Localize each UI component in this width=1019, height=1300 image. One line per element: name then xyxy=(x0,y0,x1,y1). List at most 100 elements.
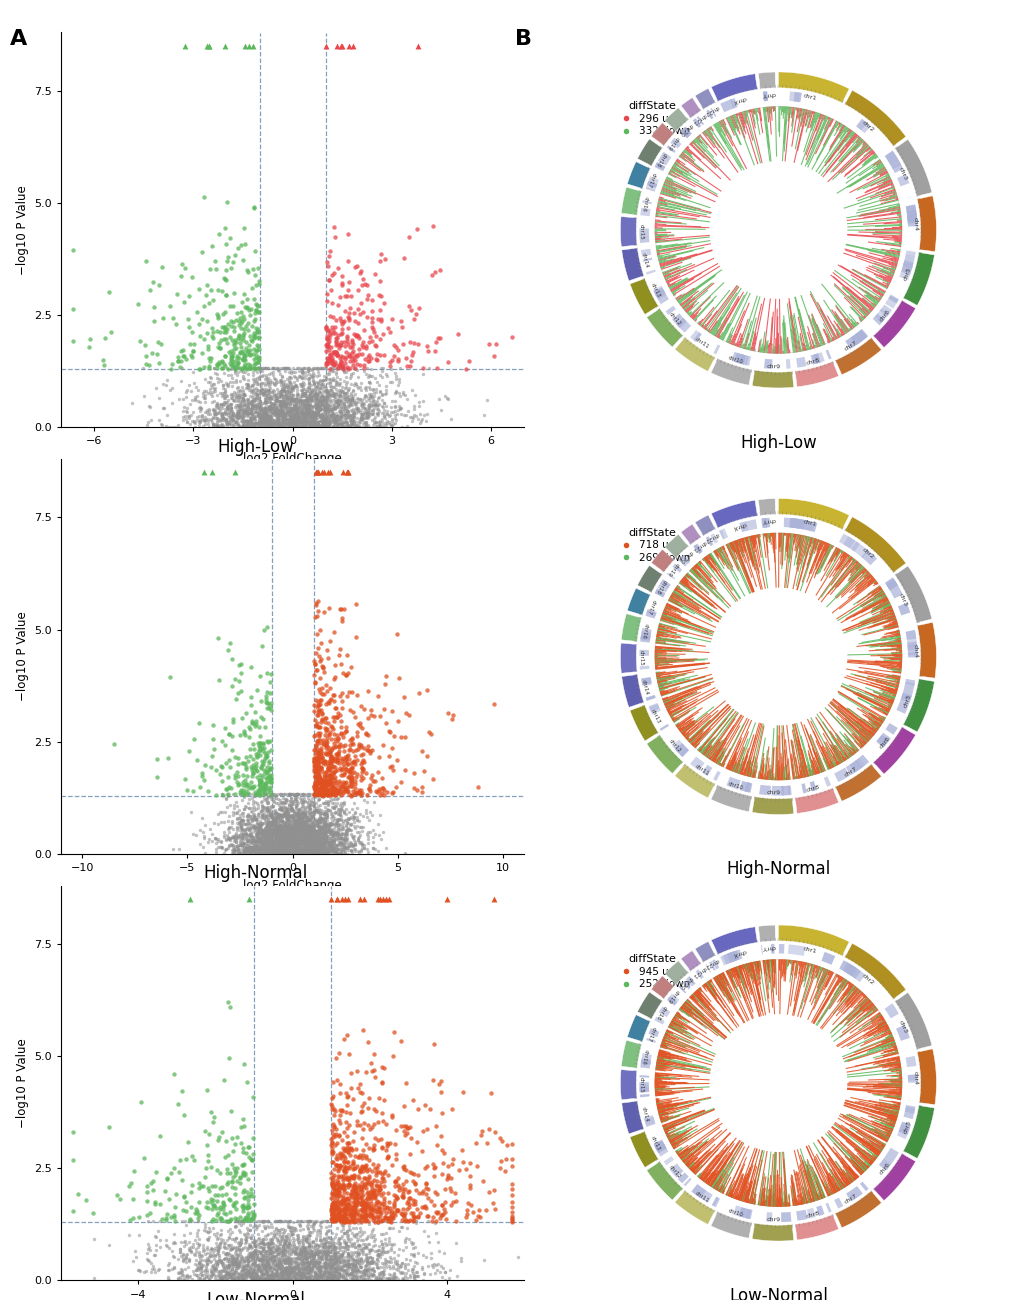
Point xyxy=(372,329,388,350)
Polygon shape xyxy=(681,98,700,118)
Point xyxy=(305,829,321,850)
Point xyxy=(328,1245,344,1266)
Point xyxy=(333,826,350,846)
Point xyxy=(288,816,305,837)
Point xyxy=(370,1257,386,1278)
Point xyxy=(324,1249,340,1270)
Point xyxy=(321,837,337,858)
Point xyxy=(353,1248,369,1269)
Point xyxy=(272,1269,288,1290)
Point xyxy=(310,838,326,859)
Point xyxy=(219,399,235,420)
Point xyxy=(345,838,362,859)
Point xyxy=(372,1210,388,1231)
Point xyxy=(318,829,334,850)
Point xyxy=(302,1225,318,1245)
Point xyxy=(368,416,384,437)
Point xyxy=(242,358,258,378)
Point xyxy=(316,412,332,433)
Point xyxy=(360,1258,376,1279)
Point xyxy=(340,389,357,410)
Point xyxy=(234,368,251,389)
Point xyxy=(259,387,275,408)
Point xyxy=(185,334,202,355)
Point xyxy=(276,376,292,396)
Point xyxy=(150,387,166,408)
Point xyxy=(172,265,189,286)
Point xyxy=(333,322,350,343)
Point xyxy=(302,798,318,819)
Point xyxy=(298,1262,314,1283)
Point xyxy=(301,1210,317,1231)
Polygon shape xyxy=(710,500,757,528)
Point xyxy=(315,815,331,836)
Point xyxy=(327,841,343,862)
Text: chr11: chr11 xyxy=(694,337,710,350)
Point xyxy=(302,389,318,410)
Point xyxy=(210,1251,226,1271)
Point xyxy=(355,789,371,810)
Point xyxy=(196,410,212,430)
Point xyxy=(325,762,341,783)
Point xyxy=(256,404,272,425)
Point xyxy=(280,835,297,855)
Point xyxy=(310,755,326,776)
Point xyxy=(381,1134,397,1154)
Point xyxy=(310,747,326,768)
Point xyxy=(229,1268,246,1288)
Point xyxy=(209,803,225,824)
Point xyxy=(257,812,273,833)
Point xyxy=(330,788,346,809)
Point xyxy=(307,828,323,849)
Polygon shape xyxy=(681,127,690,138)
Point xyxy=(223,311,239,332)
Point xyxy=(344,351,361,372)
Point xyxy=(302,1252,318,1273)
Point xyxy=(221,1223,237,1244)
Point xyxy=(279,831,296,852)
Point xyxy=(220,819,236,840)
Point xyxy=(294,829,311,850)
Point xyxy=(289,1254,306,1275)
Point xyxy=(257,399,273,420)
Point xyxy=(392,1254,409,1275)
Point xyxy=(313,711,329,732)
Point xyxy=(324,1257,340,1278)
Point xyxy=(171,1261,187,1282)
Point xyxy=(235,800,252,820)
Point xyxy=(223,1252,239,1273)
Point xyxy=(296,840,312,861)
Point xyxy=(366,382,382,403)
Point xyxy=(290,1230,307,1251)
Point xyxy=(305,1266,321,1287)
Point xyxy=(276,1257,292,1278)
Point xyxy=(342,1078,359,1098)
Point xyxy=(243,1264,259,1284)
Point xyxy=(226,828,243,849)
Point xyxy=(297,402,313,422)
Point xyxy=(343,1228,360,1249)
Point xyxy=(276,386,292,407)
Point xyxy=(247,840,263,861)
Point xyxy=(322,395,338,416)
Point xyxy=(285,792,302,812)
Point xyxy=(231,400,248,421)
Point xyxy=(206,1106,222,1127)
Point xyxy=(346,802,363,823)
Point xyxy=(343,1139,360,1160)
Point xyxy=(166,1063,182,1084)
Point xyxy=(311,399,327,420)
Point xyxy=(242,1265,258,1286)
Point xyxy=(340,1199,357,1219)
Point xyxy=(293,838,310,859)
Point xyxy=(279,810,296,831)
Point xyxy=(299,837,315,858)
Point xyxy=(238,1254,255,1275)
Point xyxy=(284,805,301,826)
Point xyxy=(260,815,276,836)
Point xyxy=(275,816,291,837)
Point xyxy=(239,1251,256,1271)
Point xyxy=(247,818,263,839)
Legend: 296 up, 332 down: 296 up, 332 down xyxy=(610,98,694,140)
Point xyxy=(245,841,261,862)
